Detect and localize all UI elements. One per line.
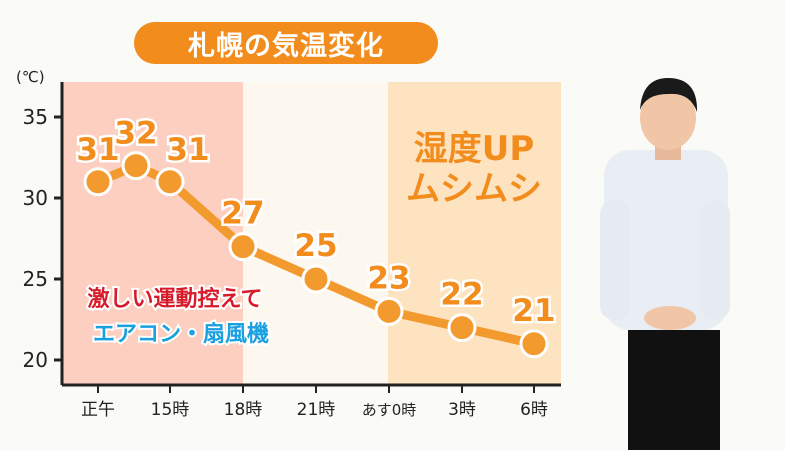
y-tick-label: 30 <box>23 186 48 210</box>
data-value-label: 23 <box>367 260 410 296</box>
data-value-label: 31 <box>76 132 119 168</box>
presenter-figure <box>600 78 730 450</box>
data-value-label: 21 <box>512 293 555 329</box>
warning-exercise-text: 激しい運動控えて <box>88 286 263 312</box>
chart-title: 札幌の気温変化 <box>134 22 438 64</box>
temperature-point <box>155 167 185 197</box>
data-value-label: 27 <box>221 196 264 232</box>
humid-annotation-line1: 湿度UP <box>414 129 535 169</box>
x-tick-label: 21時 <box>297 400 336 420</box>
x-tick-label: 15時 <box>151 400 190 420</box>
data-value-label: 32 <box>114 116 157 152</box>
x-tick-label: 18時 <box>224 400 263 420</box>
x-tick-label: 正午 <box>81 400 115 420</box>
band-evening <box>243 82 388 385</box>
data-value-label: 31 <box>166 132 209 168</box>
warning-aircon-text: エアコン・扇風機 <box>93 321 269 347</box>
temperature-point <box>301 264 331 294</box>
x-tick-label: 3時 <box>448 400 476 420</box>
temperature-point <box>447 313 477 343</box>
y-tick-label: 35 <box>23 105 48 129</box>
humid-annotation-line2: ムシムシ <box>406 169 542 209</box>
temperature-point <box>374 296 404 326</box>
temperature-point <box>228 232 258 262</box>
y-axis-unit-label: (℃) <box>16 68 45 86</box>
x-tick-label: 6時 <box>520 400 548 420</box>
y-tick-label: 20 <box>23 348 48 372</box>
y-tick-label: 25 <box>23 267 48 291</box>
temperature-point <box>83 167 113 197</box>
temperature-point <box>121 151 151 181</box>
data-value-label: 25 <box>294 228 337 264</box>
data-value-label: 22 <box>440 277 483 313</box>
band-hot-afternoon <box>62 82 243 385</box>
x-tick-label: あす0時 <box>362 401 417 419</box>
temperature-point <box>519 329 549 359</box>
